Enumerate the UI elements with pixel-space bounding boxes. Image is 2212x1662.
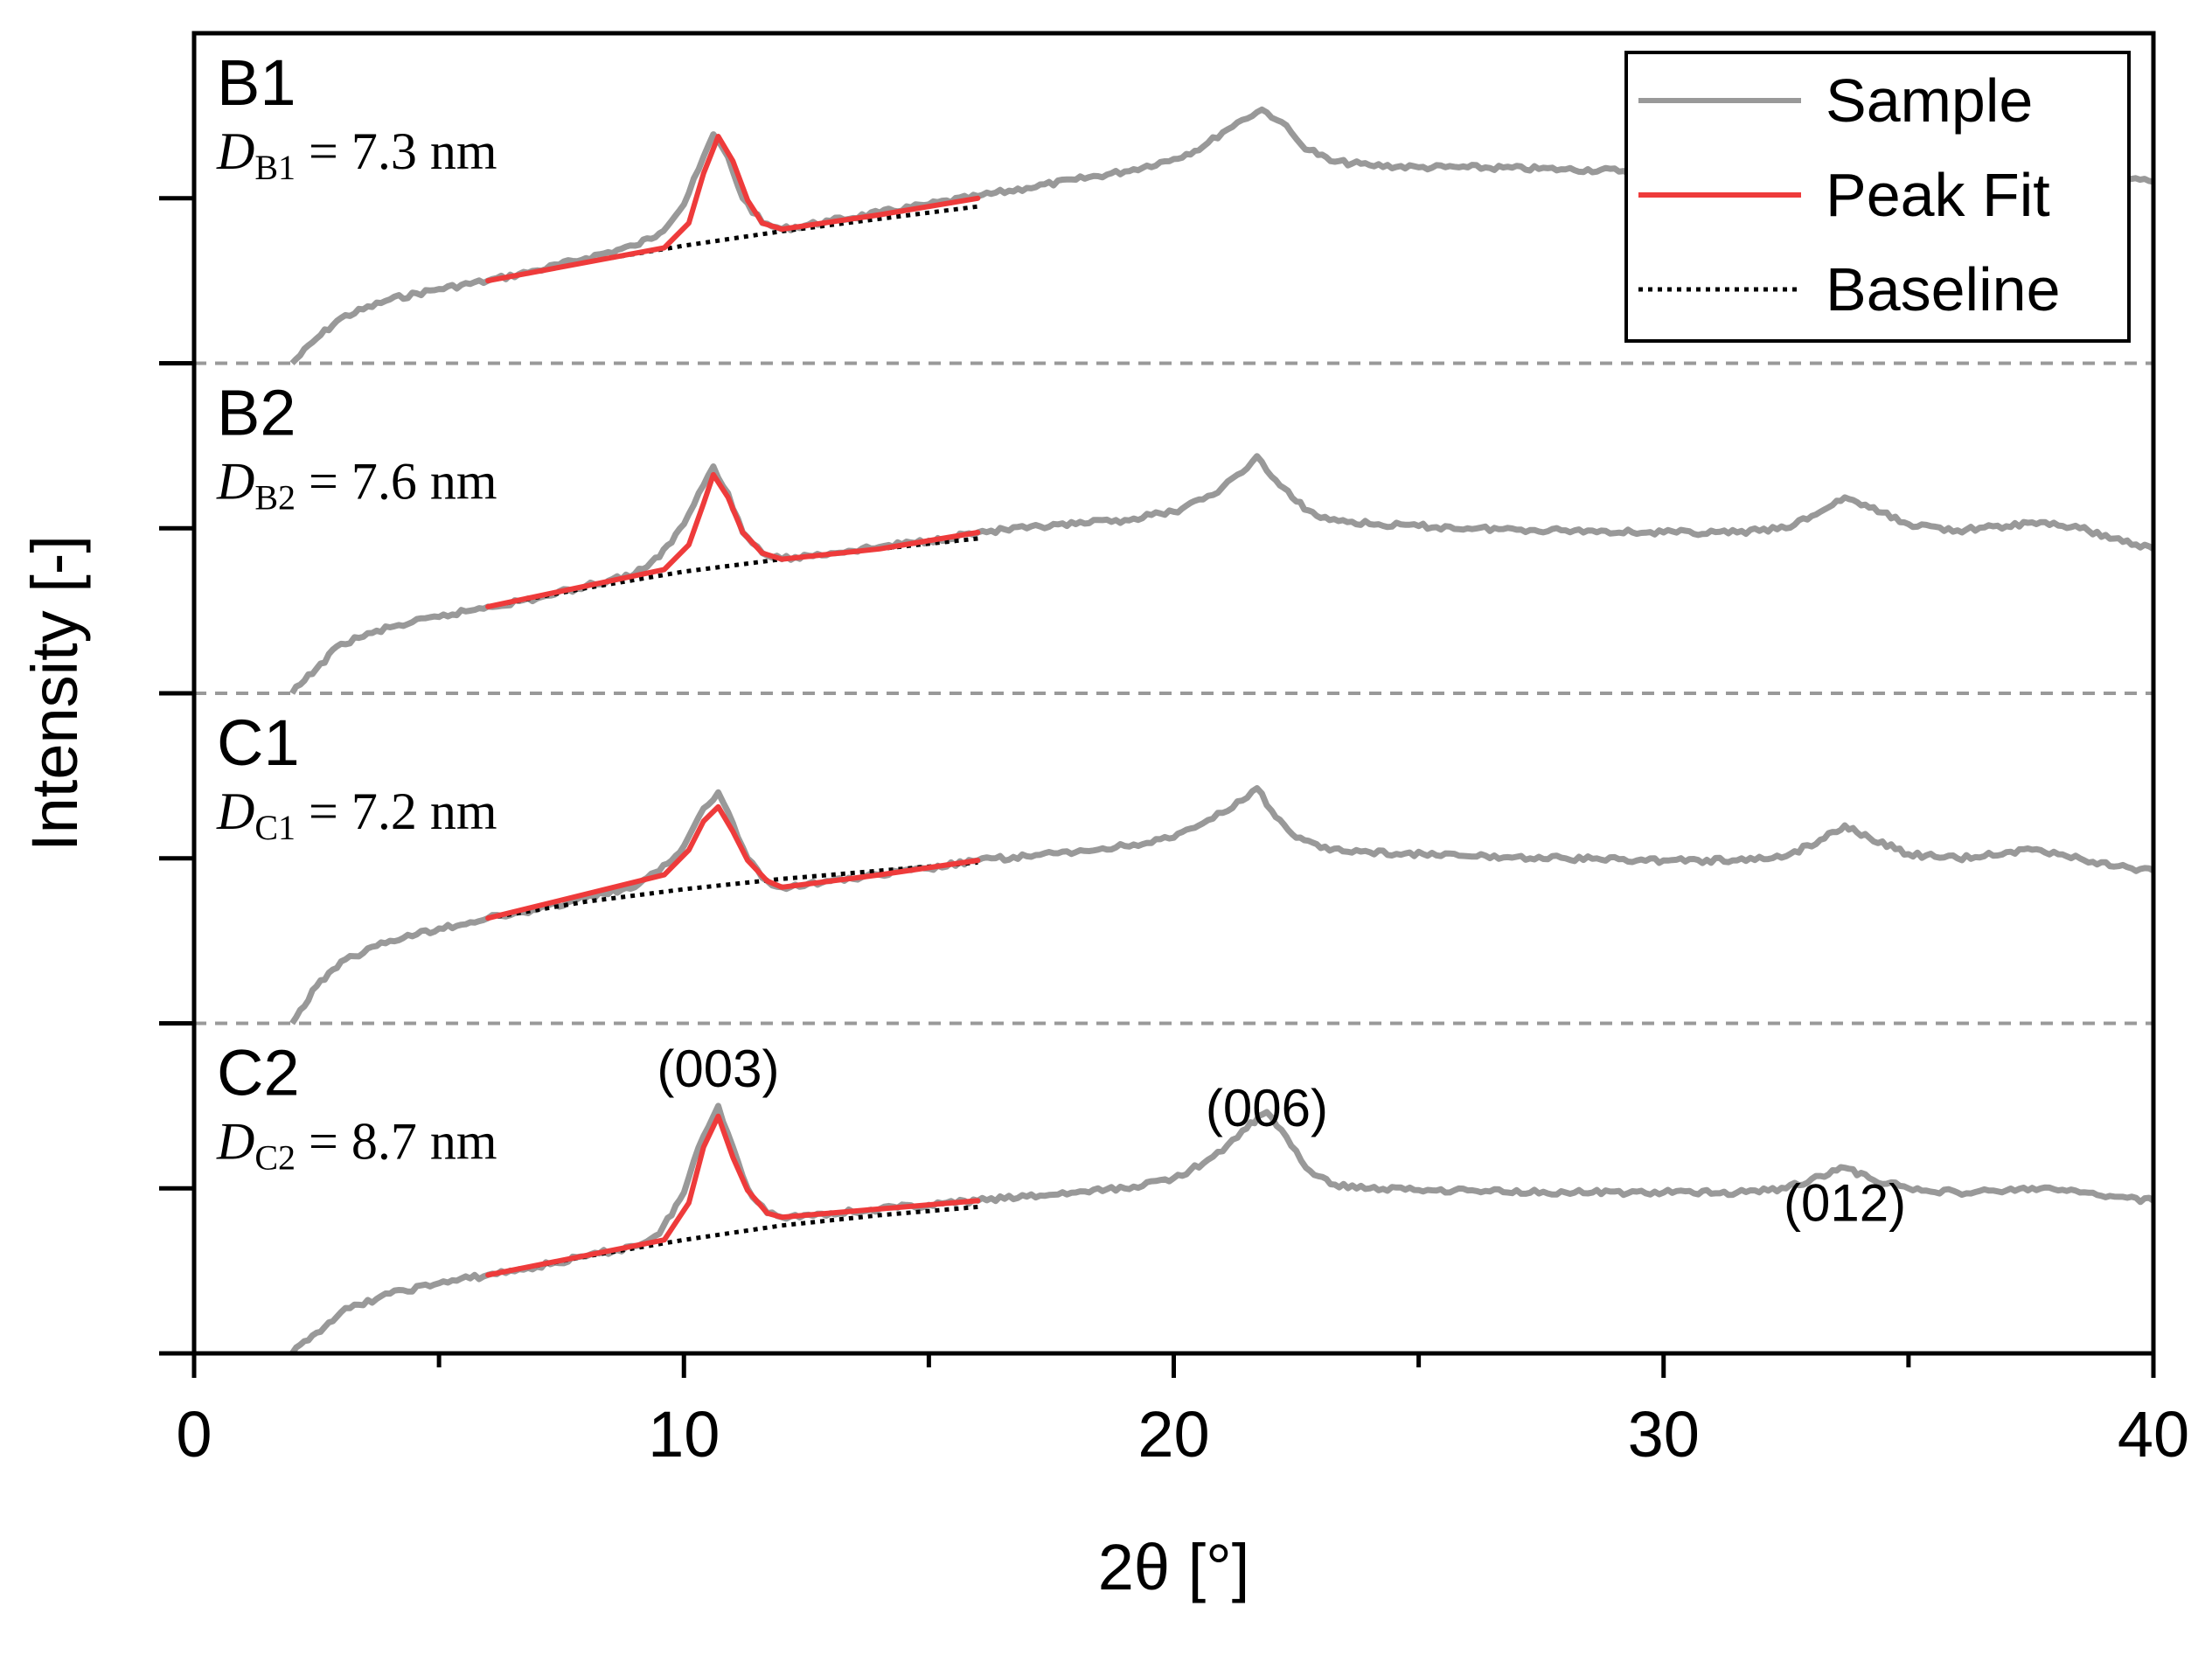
peak-annotation: (006) [1206, 1079, 1328, 1137]
panel-label-c1: C1 [217, 706, 300, 779]
panel-separators [194, 361, 2153, 1026]
legend: Sample Peak Fit Baseline [1624, 51, 2131, 343]
x-tick-label: 40 [2118, 1398, 2189, 1471]
d-subscript: B2 [254, 478, 296, 518]
panel-label-b2: B2 [217, 377, 296, 449]
x-axis-label: 2θ [°] [1098, 1531, 1250, 1603]
y-axis-label: Intensity [-] [18, 535, 91, 852]
d-symbol: D [216, 122, 254, 180]
fit-line-b1 [485, 134, 981, 284]
d-value: = 8.7 nm [296, 1113, 497, 1171]
d-value: = 7.6 nm [296, 453, 497, 511]
d-symbol: D [216, 453, 254, 511]
legend-label: Baseline [1826, 255, 2061, 323]
x-tick-label: 0 [176, 1398, 212, 1471]
crystallite-size-label-b2: DB2 = 7.6 nm [216, 453, 497, 518]
panel-label-b1: B1 [217, 46, 296, 119]
x-tick-label: 30 [1628, 1398, 1700, 1471]
legend-label: Peak Fit [1826, 161, 2050, 229]
baseline-line-b2 [487, 536, 978, 609]
d-symbol: D [216, 782, 254, 840]
panel-label-c2: C2 [217, 1037, 300, 1109]
sample-line-c1 [289, 785, 2153, 1026]
crystallite-size-label-c1: DC1 = 7.2 nm [216, 782, 497, 847]
fit-line-c1 [485, 803, 981, 921]
fit-line-c2 [485, 1113, 981, 1278]
peak-annotation: (012) [1784, 1173, 1906, 1232]
crystallite-size-label-b1: DB1 = 7.3 nm [216, 122, 497, 187]
axes: 0 10 20 30 40 2θ [°] Intensity [-] [18, 31, 2189, 1603]
d-subscript: C2 [254, 1138, 296, 1178]
sample-line-b2 [289, 453, 2153, 695]
x-tick-label: 20 [1137, 1398, 1209, 1471]
fit-line-b2 [485, 471, 981, 609]
crystallite-size-label-c2: DC2 = 8.7 nm [216, 1113, 497, 1178]
legend-label: Sample [1826, 66, 2033, 135]
d-value: = 7.2 nm [296, 782, 497, 840]
peak-annotation: (003) [657, 1040, 779, 1098]
d-subscript: B1 [254, 148, 296, 187]
d-subscript: C1 [254, 808, 296, 847]
d-value: = 7.3 nm [296, 122, 497, 180]
d-symbol: D [216, 1113, 254, 1171]
x-tick-label: 10 [648, 1398, 720, 1471]
